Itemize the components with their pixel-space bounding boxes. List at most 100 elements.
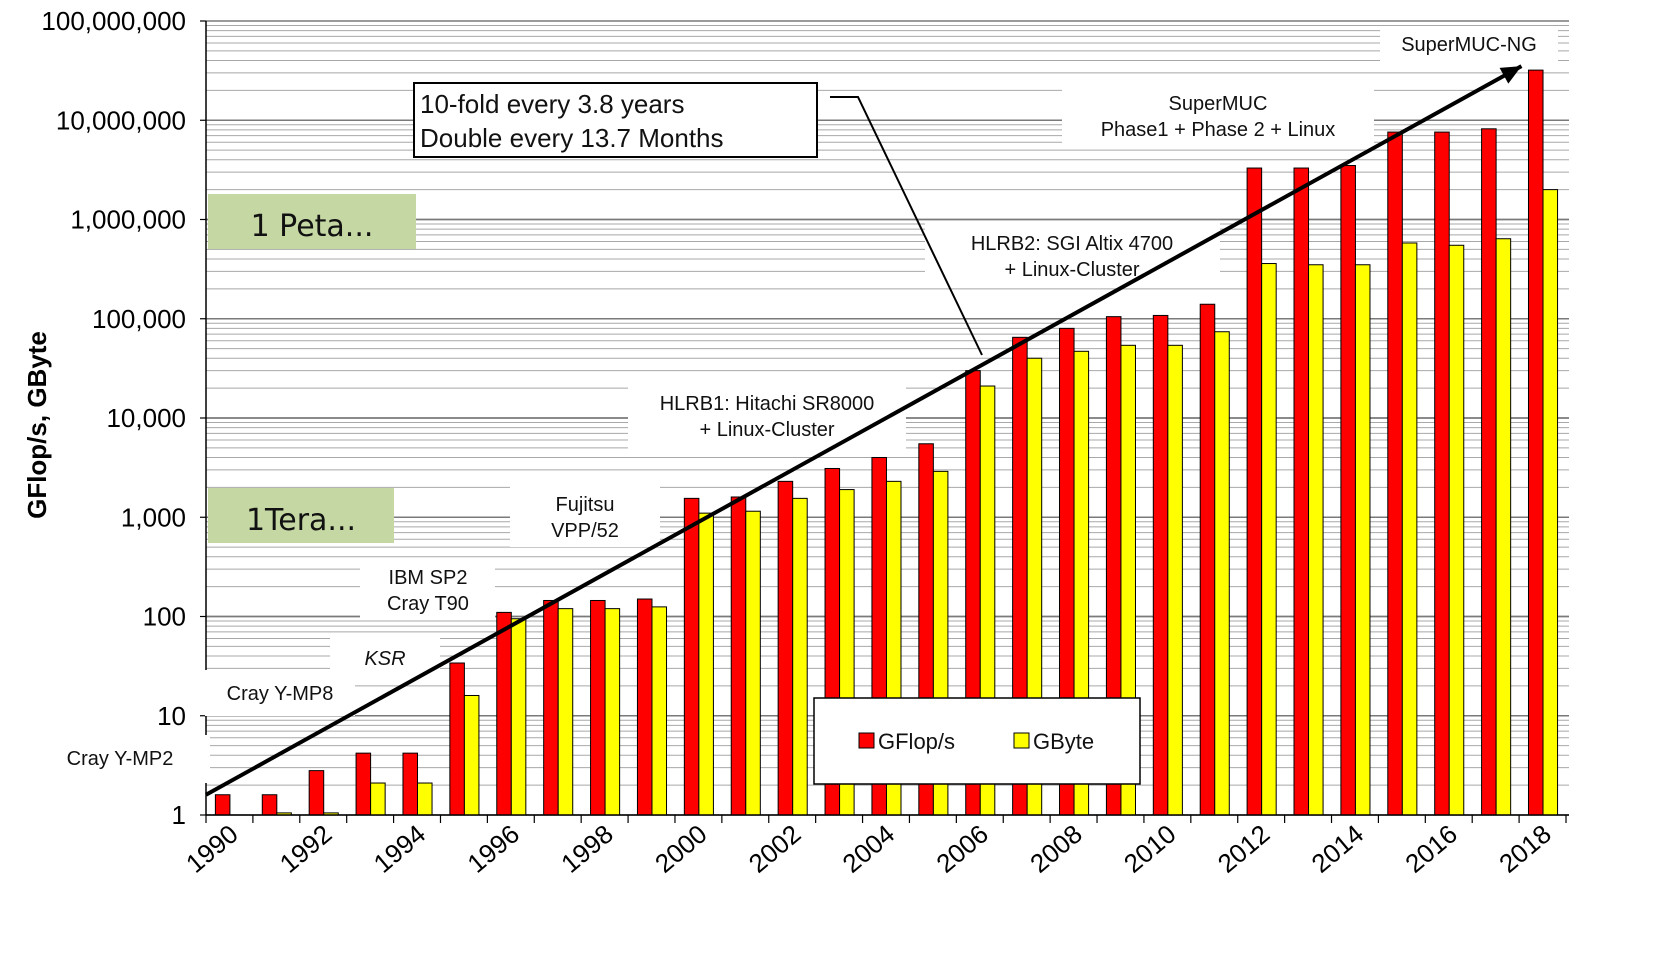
svg-text:1 Peta...: 1 Peta... xyxy=(251,209,374,244)
bar-gbyte-2014 xyxy=(1354,264,1371,816)
svg-text:Phase1 + Phase 2 + Linux: Phase1 + Phase 2 + Linux xyxy=(1101,119,1336,141)
svg-text:Cray Y-MP8: Cray Y-MP8 xyxy=(227,683,334,705)
hlrb2-annotation: HLRB2: SGI Altix 4700 + Linux-Cluster xyxy=(925,223,1220,283)
bar-gbyte-1994 xyxy=(417,782,433,816)
bar-gflops-2016 xyxy=(1434,131,1450,816)
bar-gflops-2017 xyxy=(1481,128,1497,816)
bar-gbyte-2002 xyxy=(792,497,808,816)
x-tick-label: 2010 xyxy=(1118,819,1182,879)
svg-text:Cray T90: Cray T90 xyxy=(387,593,469,615)
legend-swatch-gbyte xyxy=(1013,732,1030,749)
svg-text:VPP/52: VPP/52 xyxy=(551,520,619,542)
bar-gflops-2000 xyxy=(683,497,700,816)
peta-marker: 1 Peta... xyxy=(208,194,416,249)
y-tick-label: 100 xyxy=(143,602,186,632)
svg-text:IBM SP2: IBM SP2 xyxy=(389,567,468,589)
ksr-annotation: KSR xyxy=(330,637,440,677)
supermuc-annotation: SuperMUC Phase1 + Phase 2 + Linux xyxy=(1062,84,1374,144)
bar-gbyte-2011 xyxy=(1214,331,1230,816)
bar-gbyte-2001 xyxy=(745,510,761,816)
x-tick-label: 1990 xyxy=(180,819,244,879)
bar-gflops-2001 xyxy=(730,496,747,816)
bar-gflops-2010 xyxy=(1152,314,1169,816)
bar-gflops-2013 xyxy=(1293,167,1310,816)
ibm-annotation: IBM SP2 Cray T90 xyxy=(360,558,495,618)
trend-arrowhead xyxy=(1499,66,1522,84)
bar-gflops-2015 xyxy=(1387,131,1403,816)
y-tick-label: 100,000 xyxy=(92,304,186,334)
bar-gbyte-1997 xyxy=(557,608,574,816)
svg-text:1Tera...: 1Tera... xyxy=(246,503,356,538)
legend: GFlop/s GByte xyxy=(813,697,1141,785)
bar-gbyte-1996 xyxy=(510,618,527,816)
bar-gbyte-2018 xyxy=(1542,189,1559,816)
x-tick-label: 2012 xyxy=(1212,819,1276,879)
bar-gflops-2012 xyxy=(1246,167,1263,816)
bar-gflops-1998 xyxy=(590,599,606,816)
y-tick-label: 100,000,000 xyxy=(41,6,186,36)
bar-gbyte-2010 xyxy=(1167,344,1183,816)
x-tick-label: 1998 xyxy=(555,819,619,879)
trend-pointer-line xyxy=(830,96,983,356)
y-tick-labels: 1 10 100 1,000 10,000 100,000 1,000,000 10,000,… xyxy=(41,6,186,830)
trend-line-path xyxy=(205,64,1523,797)
x-tick-label: 2008 xyxy=(1024,819,1088,879)
svg-text:Double every 13.7 Months: Double every 13.7 Months xyxy=(420,123,724,153)
y-tick-label: 1 xyxy=(172,800,186,830)
bar-gflops-1995 xyxy=(449,662,465,816)
y-tick-label: 10 xyxy=(157,701,186,731)
y-tick-label: 1,000 xyxy=(121,502,186,532)
bar-gflops-1990 xyxy=(214,794,231,816)
bar-gflops-2018 xyxy=(1527,69,1544,816)
cray-ymp8-annotation: Cray Y-MP8 xyxy=(205,670,355,716)
bar-gflops-1994 xyxy=(402,752,419,816)
svg-text:+ Linux-Cluster: + Linux-Cluster xyxy=(1004,259,1139,281)
x-tick-label: 2006 xyxy=(930,819,994,879)
svg-text:HLRB2: SGI Altix 4700: HLRB2: SGI Altix 4700 xyxy=(971,233,1173,255)
bar-gbyte-1998 xyxy=(604,608,621,816)
x-tick-label: 2000 xyxy=(649,819,713,879)
bar-gbyte-2000 xyxy=(698,512,714,816)
x-tick-label: 2002 xyxy=(743,819,807,879)
x-tick-label: 1994 xyxy=(368,819,432,879)
bar-gbyte-2015 xyxy=(1401,242,1418,816)
bar-gflops-2011 xyxy=(1199,303,1216,816)
svg-text:Fujitsu: Fujitsu xyxy=(556,494,615,516)
legend-label-gflops: GFlop/s xyxy=(878,729,955,754)
bar-gbyte-2016 xyxy=(1448,244,1465,816)
trend-annotation: 10-fold every 3.8 years Double every 13.… xyxy=(413,82,983,356)
svg-text:HLRB1: Hitachi SR8000: HLRB1: Hitachi SR8000 xyxy=(660,393,875,415)
bar-gbyte-2013 xyxy=(1308,264,1324,816)
y-tick-label: 1,000,000 xyxy=(70,205,186,235)
cray-ymp2-annotation: Cray Y-MP2 xyxy=(30,735,210,783)
bar-gflops-1992 xyxy=(308,770,325,816)
bar-gbyte-1993 xyxy=(370,782,386,816)
bar-gbyte-1995 xyxy=(463,694,480,816)
x-tick-label: 2004 xyxy=(837,819,901,879)
hlrb1-annotation: HLRB1: Hitachi SR8000 + Linux-Cluster xyxy=(628,383,906,451)
bar-gflops-2002 xyxy=(777,480,794,816)
bar-gbyte-2017 xyxy=(1495,238,1512,816)
svg-text:Cray Y-MP2: Cray Y-MP2 xyxy=(67,748,174,770)
fujitsu-annotation: Fujitsu VPP/52 xyxy=(510,485,660,547)
y-axis-label: GFlop/s, GByte xyxy=(22,331,52,519)
bar-gflops-1996 xyxy=(496,611,512,816)
legend-label-gbyte: GByte xyxy=(1033,729,1094,754)
x-tick-label: 2016 xyxy=(1399,819,1463,879)
bar-gflops-1997 xyxy=(543,599,559,816)
svg-text:KSR: KSR xyxy=(364,648,405,670)
y-tick-label: 10,000 xyxy=(106,403,186,433)
bar-gbyte-1999 xyxy=(651,606,668,816)
svg-text:+ Linux-Cluster: + Linux-Cluster xyxy=(699,419,834,441)
bar-gflops-1999 xyxy=(636,598,653,816)
bar-gbyte-2012 xyxy=(1261,263,1277,816)
x-tick-label: 2014 xyxy=(1306,819,1370,879)
x-tick-labels: 1990 1992 1994 1996 1998 2000 2002 2004 2006 2008… xyxy=(180,819,1557,879)
tera-marker: 1Tera... xyxy=(208,488,394,543)
x-tick-label: 2018 xyxy=(1493,819,1557,879)
trend-line xyxy=(205,64,1523,797)
svg-text:SuperMUC: SuperMUC xyxy=(1169,93,1268,115)
x-tick-label: 1996 xyxy=(461,819,525,879)
bar-gflops-2014 xyxy=(1340,165,1356,816)
